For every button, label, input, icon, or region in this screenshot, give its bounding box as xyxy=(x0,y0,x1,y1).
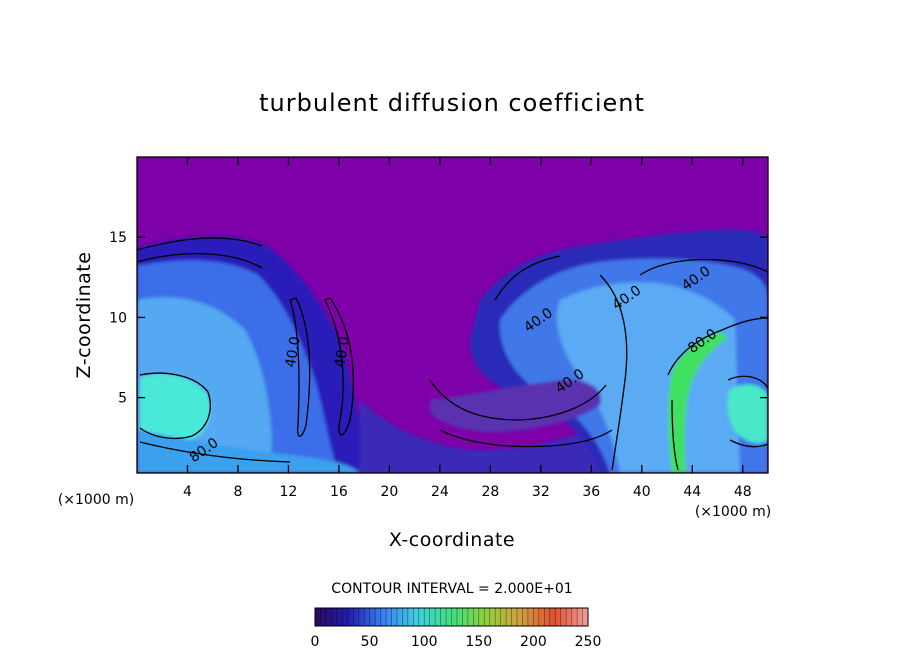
y-axis-ticks: 5 10 15 xyxy=(109,230,768,407)
x-axis-ticks: 4 8 12 16 20 24 28 32 36 40 44 48 xyxy=(183,157,752,500)
x-tick-label: 8 xyxy=(233,484,242,500)
contour-line xyxy=(639,258,768,276)
y-tick-label: 10 xyxy=(109,310,127,326)
contour-line xyxy=(729,439,768,448)
x-axis-label: X-coordinate xyxy=(389,529,515,551)
contour-line xyxy=(494,255,561,301)
contour-line xyxy=(139,372,211,440)
contour-interval-text: CONTOUR INTERVAL = 2.000E+01 xyxy=(331,581,572,597)
contour-line xyxy=(289,297,311,437)
center-low-region xyxy=(360,400,600,473)
x-tick-label: 28 xyxy=(481,484,499,500)
y-tick-label: 15 xyxy=(109,230,127,246)
x-tick-label: 16 xyxy=(330,484,348,500)
heatmap-field: 40.0 40.040.040.040.040.080.080.0 xyxy=(137,157,768,473)
x-tick-label: 4 xyxy=(183,484,192,500)
right-cyan-core xyxy=(727,384,768,444)
contour-line xyxy=(324,297,354,436)
x-tick-label: 12 xyxy=(280,484,298,500)
x-axis-unit-right: (×1000 m) xyxy=(695,504,771,520)
chart-title: turbulent diffusion coefficient xyxy=(259,89,645,117)
colorbar: 0 50 100 150 200 250 xyxy=(311,607,602,650)
colorbar-tick-label: 50 xyxy=(361,634,379,650)
x-tick-label: 40 xyxy=(633,484,651,500)
contour-line xyxy=(727,375,768,389)
colorbar-tick-label: 0 xyxy=(311,634,320,650)
x-tick-label: 32 xyxy=(532,484,550,500)
contour-label: 40.0 xyxy=(283,335,304,368)
x-tick-label: 36 xyxy=(582,484,600,500)
colorbar-stripes xyxy=(320,608,583,626)
contour-line xyxy=(137,253,263,269)
colorbar-tick-label: 150 xyxy=(465,634,492,650)
contour-line xyxy=(139,441,291,463)
contour-label: 40.0 xyxy=(332,335,353,368)
contour-line xyxy=(671,399,679,471)
colorbar-frame xyxy=(314,607,589,627)
colorbar-tick-label: 100 xyxy=(411,634,438,650)
contour-line xyxy=(667,317,768,376)
contour-line xyxy=(599,274,628,471)
y-axis-label: Z-coordinate xyxy=(73,252,95,379)
contour-lines xyxy=(137,237,768,471)
x-tick-label: 48 xyxy=(734,484,752,500)
colorbar-tick-label: 250 xyxy=(575,634,602,650)
x-axis-unit-left: (×1000 m) xyxy=(58,492,134,508)
contour-line xyxy=(429,379,607,421)
y-tick-label: 5 xyxy=(118,391,127,407)
colorbar-ticks: 0 50 100 150 200 250 xyxy=(311,634,602,650)
right-green-band xyxy=(668,332,728,473)
left-bottom-band xyxy=(137,430,360,473)
plot-frame xyxy=(136,156,769,474)
colorbar-tick-label: 200 xyxy=(520,634,547,650)
center-mixed-band xyxy=(430,379,601,433)
left-cyan-core xyxy=(140,374,211,442)
contour-line xyxy=(439,429,613,448)
contour-line xyxy=(137,237,263,251)
x-tick-label: 20 xyxy=(380,484,398,500)
x-tick-label: 24 xyxy=(431,484,449,500)
x-tick-label: 44 xyxy=(683,484,701,500)
right-cell-light-region xyxy=(556,282,740,473)
